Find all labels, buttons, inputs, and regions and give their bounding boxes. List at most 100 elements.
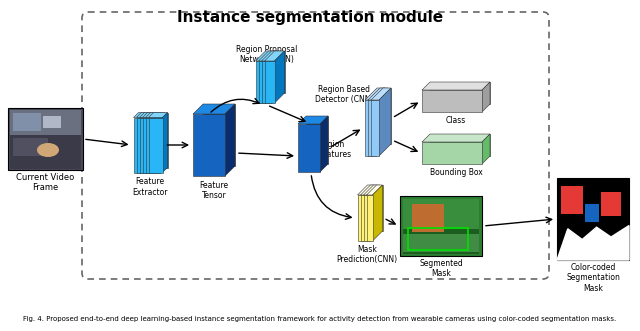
- Polygon shape: [134, 118, 147, 172]
- Polygon shape: [150, 113, 156, 172]
- Polygon shape: [136, 118, 150, 172]
- Bar: [585, 204, 599, 222]
- Polygon shape: [364, 195, 369, 241]
- Polygon shape: [377, 88, 385, 144]
- Polygon shape: [140, 113, 159, 118]
- Polygon shape: [379, 88, 391, 156]
- Text: Mask
Prediction(CNN): Mask Prediction(CNN): [337, 245, 397, 264]
- Polygon shape: [298, 116, 328, 124]
- Polygon shape: [269, 51, 278, 103]
- Polygon shape: [271, 51, 282, 93]
- Polygon shape: [557, 225, 629, 260]
- Polygon shape: [154, 113, 159, 172]
- Polygon shape: [365, 100, 373, 156]
- Bar: [403, 199, 479, 232]
- Polygon shape: [368, 100, 376, 156]
- Text: Bounding Box: Bounding Box: [429, 168, 483, 177]
- Bar: [408, 228, 468, 250]
- Polygon shape: [320, 116, 328, 172]
- Polygon shape: [203, 104, 235, 166]
- Polygon shape: [275, 51, 285, 103]
- Text: Segmented
Mask: Segmented Mask: [419, 259, 463, 278]
- Polygon shape: [143, 113, 161, 118]
- Polygon shape: [157, 113, 161, 172]
- Polygon shape: [140, 118, 154, 172]
- Polygon shape: [482, 134, 490, 164]
- Polygon shape: [266, 51, 275, 103]
- Text: Feature
Extractor: Feature Extractor: [132, 177, 168, 197]
- Bar: [601, 192, 621, 216]
- Bar: [561, 186, 583, 214]
- Polygon shape: [422, 82, 490, 90]
- Bar: [403, 229, 479, 254]
- Polygon shape: [376, 88, 388, 156]
- Polygon shape: [145, 113, 159, 167]
- Polygon shape: [148, 118, 163, 172]
- Polygon shape: [143, 118, 157, 172]
- Polygon shape: [148, 113, 168, 118]
- Text: Region
Features: Region Features: [318, 140, 351, 160]
- Polygon shape: [138, 113, 152, 167]
- Polygon shape: [482, 82, 490, 112]
- Polygon shape: [364, 185, 374, 241]
- Polygon shape: [371, 88, 391, 100]
- Polygon shape: [367, 185, 376, 241]
- Polygon shape: [136, 113, 156, 118]
- Polygon shape: [374, 185, 380, 231]
- Polygon shape: [376, 185, 383, 231]
- Polygon shape: [430, 134, 490, 156]
- Polygon shape: [259, 61, 269, 103]
- Polygon shape: [145, 118, 159, 172]
- Text: Region Proposal
Network(CNN): Region Proposal Network(CNN): [236, 45, 298, 65]
- Polygon shape: [422, 134, 490, 142]
- Polygon shape: [154, 113, 168, 167]
- Text: Color-coded
Segmentation
Mask: Color-coded Segmentation Mask: [566, 263, 620, 293]
- Polygon shape: [255, 51, 275, 61]
- Polygon shape: [298, 124, 320, 172]
- Polygon shape: [360, 185, 376, 195]
- Polygon shape: [368, 88, 388, 100]
- Polygon shape: [372, 185, 383, 241]
- Polygon shape: [383, 88, 391, 144]
- Bar: [43, 116, 61, 128]
- Polygon shape: [371, 185, 376, 231]
- Polygon shape: [134, 113, 152, 118]
- Bar: [10, 110, 81, 135]
- Ellipse shape: [37, 143, 59, 157]
- Polygon shape: [264, 51, 285, 61]
- Bar: [400, 196, 482, 256]
- Polygon shape: [225, 104, 235, 176]
- Polygon shape: [147, 113, 152, 172]
- Bar: [13, 138, 48, 156]
- Polygon shape: [367, 185, 374, 231]
- Polygon shape: [371, 100, 379, 156]
- Polygon shape: [367, 185, 383, 195]
- Polygon shape: [255, 61, 266, 103]
- Polygon shape: [358, 185, 374, 195]
- Bar: [13, 113, 41, 131]
- Text: Class: Class: [446, 116, 466, 125]
- Bar: [10, 135, 81, 169]
- Polygon shape: [262, 61, 271, 103]
- Polygon shape: [159, 113, 164, 172]
- Polygon shape: [360, 195, 367, 241]
- Bar: [412, 204, 444, 232]
- Polygon shape: [358, 195, 364, 241]
- Polygon shape: [306, 116, 328, 164]
- Text: Instance segmentation module: Instance segmentation module: [177, 10, 443, 25]
- Polygon shape: [373, 88, 385, 156]
- Text: Current Video
Frame: Current Video Frame: [17, 173, 75, 192]
- Polygon shape: [430, 82, 490, 104]
- Bar: [557, 178, 629, 260]
- Polygon shape: [365, 88, 385, 100]
- Polygon shape: [269, 51, 278, 93]
- Polygon shape: [271, 51, 282, 103]
- Polygon shape: [150, 113, 164, 167]
- Polygon shape: [262, 51, 282, 61]
- Polygon shape: [259, 51, 278, 61]
- Polygon shape: [275, 51, 285, 93]
- Polygon shape: [380, 88, 388, 144]
- Text: Fig. 4. Proposed end-to-end deep learning-based instance segmentation framework : Fig. 4. Proposed end-to-end deep learnin…: [24, 316, 616, 322]
- Polygon shape: [163, 113, 168, 172]
- Polygon shape: [369, 185, 380, 241]
